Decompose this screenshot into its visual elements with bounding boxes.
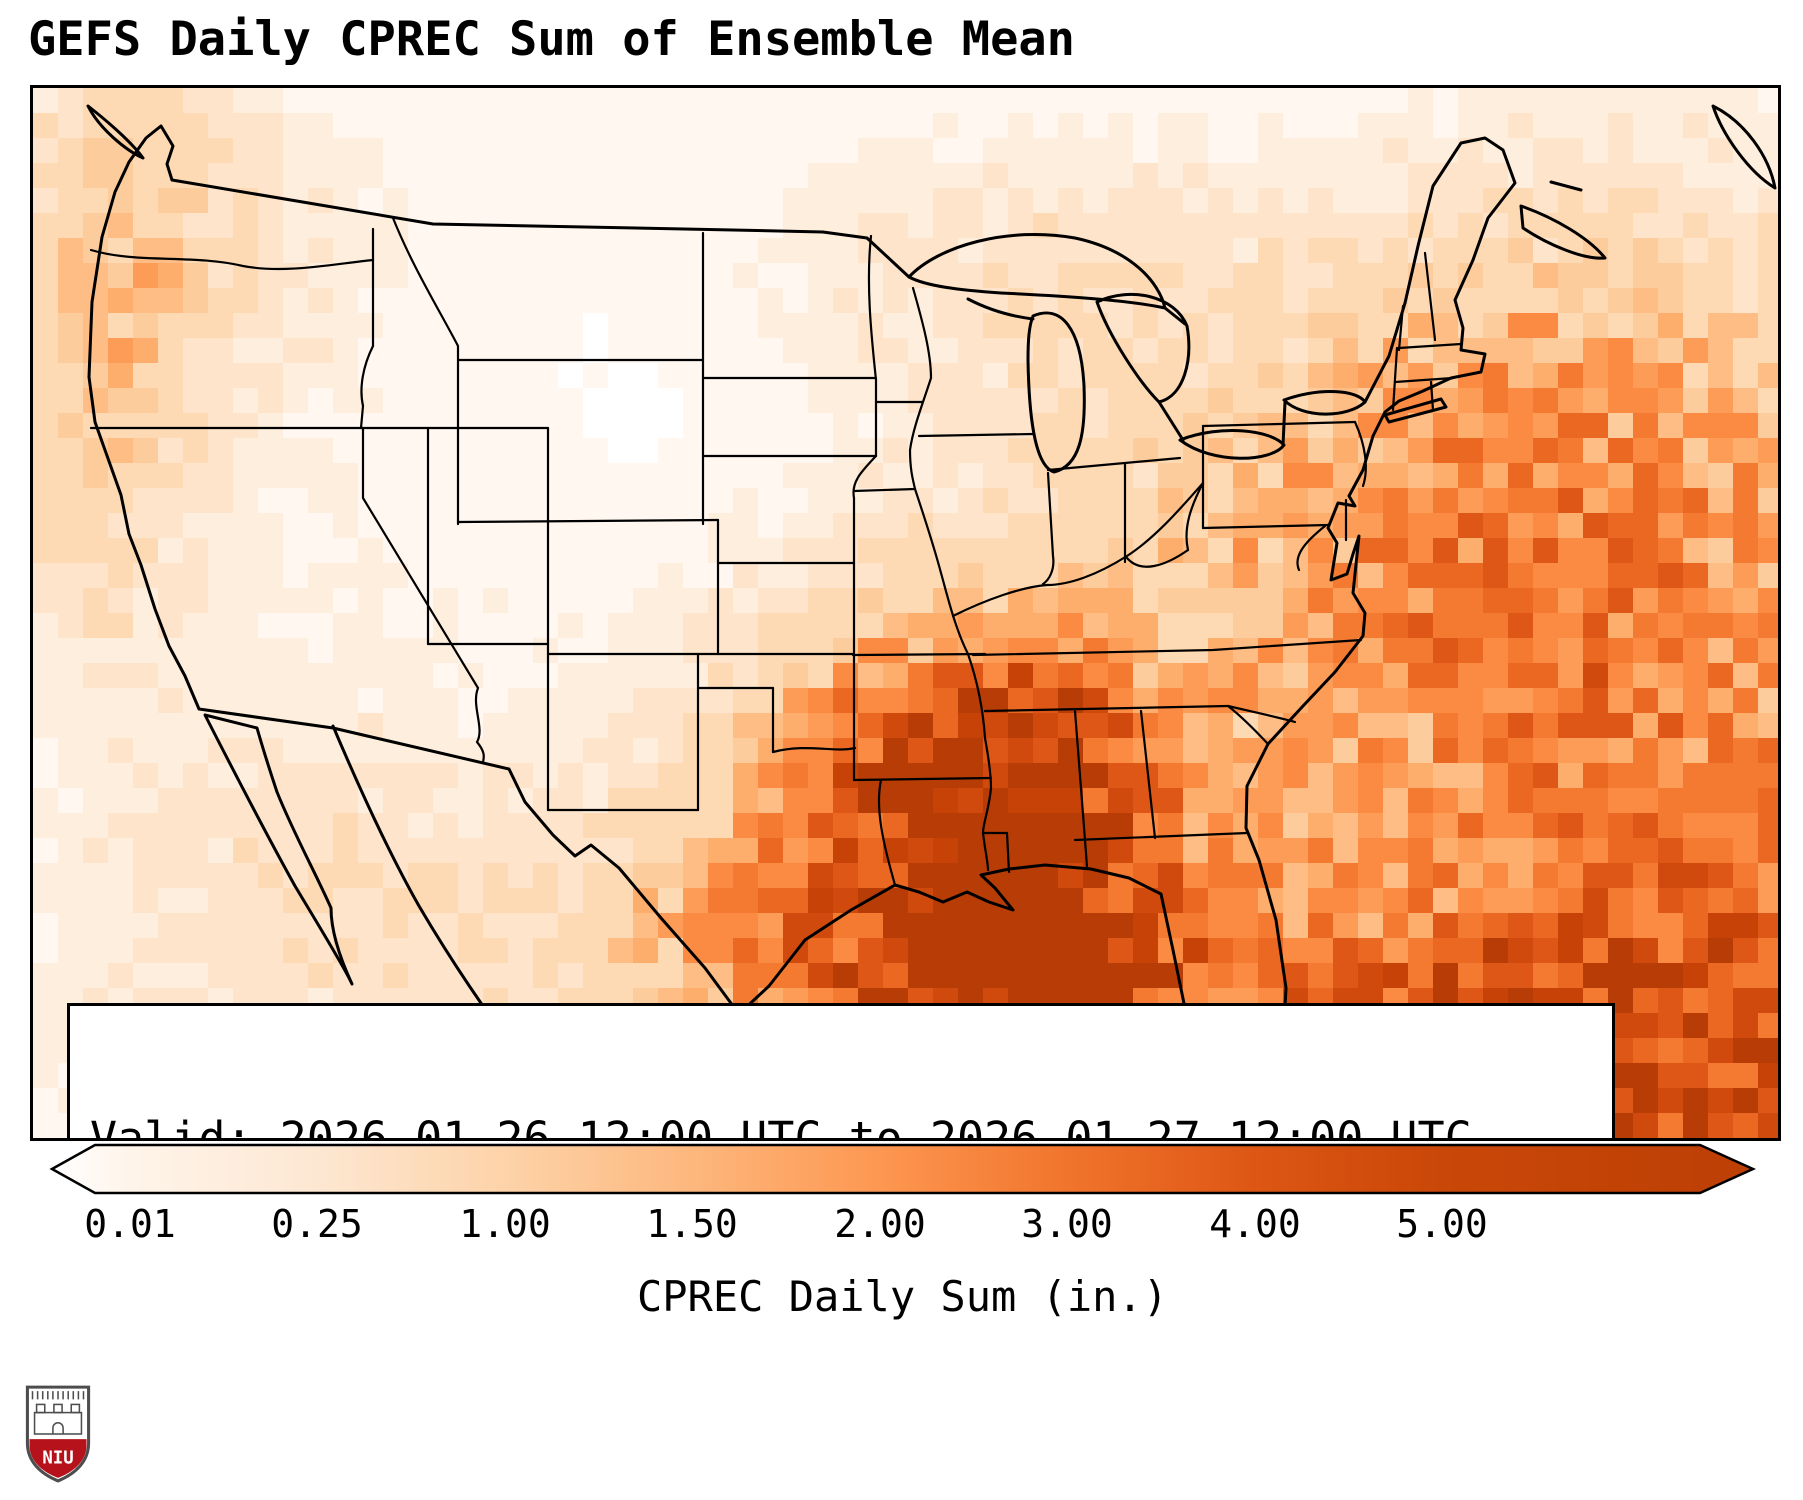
colorbar-tick-label: 4.00 — [1209, 1202, 1301, 1246]
vancouver-island — [86, 104, 145, 160]
ohio-river — [951, 481, 1205, 618]
state-border-ky-va — [1125, 548, 1190, 568]
missouri-river-ne — [852, 454, 878, 657]
lake-ontario — [1282, 390, 1367, 416]
page-title: GEFS Daily CPREC Sum of Ensemble Mean — [28, 12, 1075, 67]
state-border-wa-or — [89, 248, 375, 271]
lake-michigan — [1026, 311, 1086, 474]
state-border-al-ga — [1139, 709, 1157, 840]
state-border-mn-w — [867, 234, 878, 382]
state-border-ga-sc — [1226, 704, 1270, 746]
colorbar — [49, 1143, 1757, 1195]
colorbar-tick-label: 1.50 — [646, 1202, 738, 1246]
colorbar-bar — [49, 1143, 1757, 1195]
state-border-mi-s — [1046, 456, 1182, 472]
state-border-il-in — [1041, 471, 1055, 586]
state-border-wv — [1185, 481, 1205, 552]
pei — [1549, 180, 1583, 192]
state-borders-layer — [86, 104, 1777, 1138]
state-border-ma-s — [1393, 376, 1455, 384]
state-border-pa-n — [1201, 420, 1357, 428]
lake-superior — [907, 232, 1167, 310]
state-border-tn-s — [983, 704, 1230, 713]
state-border-fl-n — [1073, 831, 1249, 842]
upper-peninsula-shore — [966, 297, 1035, 321]
state-border-or-id — [359, 344, 375, 430]
newfoundland — [1711, 104, 1777, 190]
colorbar-tick-label: 3.00 — [1021, 1202, 1113, 1246]
colorbar-ticks: 0.01 0.25 1.00 1.50 2.00 3.00 4.00 5.00 — [0, 1202, 1803, 1252]
state-border-wi-il — [917, 432, 1035, 438]
long-island — [1383, 397, 1448, 424]
state-border-ct-ri — [1429, 380, 1435, 412]
state-border-ny-vt — [1397, 304, 1405, 352]
map-panel: Valid: 2026-01-26 12:00 UTC to 2026-01-2… — [30, 85, 1781, 1141]
detroit-connector — [1157, 400, 1185, 442]
state-border-id-mt — [391, 216, 460, 365]
colorbar-label: CPREC Daily Sum (in.) — [636, 1272, 1168, 1321]
state-border-red-river — [771, 746, 857, 754]
state-border-ma-n — [1397, 342, 1463, 350]
state-border-ny-ct — [1391, 346, 1399, 412]
colorbar-tick-label: 5.00 — [1396, 1202, 1488, 1246]
lake-erie — [1178, 429, 1286, 460]
state-border-tx-la — [877, 778, 897, 887]
state-border-mason-dixon — [1201, 523, 1330, 530]
colorbar-tick-label: 0.01 — [84, 1202, 176, 1246]
state-border-vt-nh — [1423, 251, 1437, 342]
state-border-nc-sc — [1226, 704, 1297, 724]
state-border-ia-mo — [852, 487, 917, 493]
niu-banner — [29, 1439, 87, 1478]
state-border-ms-al — [1073, 709, 1089, 869]
valid-text: Valid: 2026-01-26 12:00 UTC to 2026-01-2… — [90, 1111, 1472, 1141]
colorbar-tick-label: 1.00 — [459, 1202, 551, 1246]
delaware-river — [1353, 420, 1367, 488]
state-border-ca-nv — [361, 426, 485, 765]
state-border-la-ms — [981, 831, 1011, 874]
mississippi-river — [908, 286, 993, 872]
st-lawrence — [1363, 301, 1407, 404]
sault-connector — [1163, 306, 1187, 326]
state-border-ky-tn-va-nc — [971, 638, 1363, 657]
state-border-ar-la — [852, 776, 993, 782]
info-box: Valid: 2026-01-26 12:00 UTC to 2026-01-2… — [67, 1003, 1615, 1141]
state-border-mo-ar — [851, 652, 987, 657]
precip-layer — [33, 88, 1778, 1138]
nova-scotia — [1519, 204, 1607, 260]
potomac-river — [1296, 524, 1327, 572]
state-border-wy-s — [456, 518, 720, 524]
lake-huron — [1095, 293, 1191, 404]
niu-logo-text: NIU — [42, 1449, 73, 1469]
niu-castle-icon — [31, 1391, 85, 1435]
baja-california — [203, 713, 354, 986]
colorbar-tick-label: 2.00 — [834, 1202, 926, 1246]
colorbar-tick-label: 0.25 — [271, 1202, 363, 1246]
niu-logo: NIU — [25, 1385, 91, 1483]
us-coastline — [87, 124, 1517, 1106]
